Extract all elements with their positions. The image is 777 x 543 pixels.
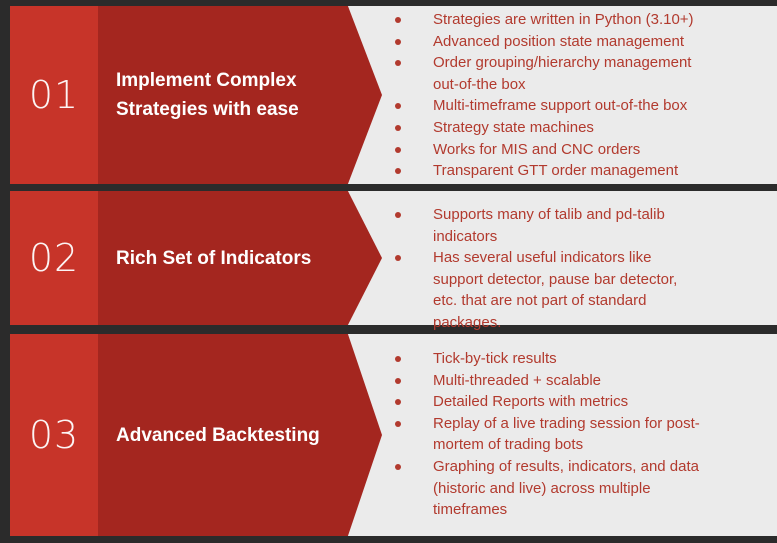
list-item: Detailed Reports with metrics — [395, 391, 705, 413]
list-item-text: Graphing of results, indicators, and dat… — [433, 457, 699, 519]
list-item: Graphing of results, indicators, and dat… — [395, 456, 705, 521]
list-item: Tick-by-tick results — [395, 348, 705, 370]
list-item: Order grouping/hierarchy management out-… — [395, 52, 705, 95]
feature-row-1: 01 Implement Complex Strategies with eas… — [10, 6, 777, 184]
list-item: Strategies are written in Python (3.10+) — [395, 9, 705, 31]
number-block-2: 02 — [10, 191, 98, 325]
bullet-icon — [395, 463, 401, 470]
list-item-text: Multi-threaded + scalable — [433, 371, 602, 389]
bullet-icon — [395, 420, 401, 427]
bullet-icon — [395, 168, 401, 175]
bullet-icon — [395, 255, 401, 262]
list-item-text: Multi-timeframe support out-of-the box — [433, 97, 688, 115]
list-item-text: Strategy state machines — [433, 118, 594, 136]
list-item-text: Tick-by-tick results — [433, 350, 557, 367]
list-item-text: Has several useful indicators like suppo… — [433, 249, 678, 331]
bullet-icon — [395, 212, 401, 218]
bullet-icon — [395, 146, 401, 153]
feature-title: Rich Set of Indicators — [116, 247, 312, 269]
chevron-banner-3: Advanced Backtesting — [98, 334, 382, 536]
list-item: Works for MIS and CNC orders — [395, 139, 705, 161]
number-block-1: 01 — [10, 6, 98, 184]
list-item: Advanced position state management — [395, 31, 705, 53]
bullet-icon — [395, 103, 401, 110]
list-item: Supports many of talib and pd-talib indi… — [395, 204, 705, 247]
bullet-icon — [395, 356, 401, 362]
list-item-text: Supports many of talib and pd-talib indi… — [433, 206, 665, 245]
list-item-text: Advanced position state management — [433, 32, 684, 50]
feature-title: Advanced Backtesting — [116, 424, 320, 446]
feature-panel-1 — [347, 6, 777, 184]
list-item-text: Order grouping/hierarchy management out-… — [433, 54, 692, 93]
chevron-banner-1: Implement Complex Strategies with ease — [98, 6, 382, 184]
feature-panel-2 — [347, 191, 777, 325]
number-block-3: 03 — [10, 334, 98, 536]
bullet-icon — [395, 399, 401, 406]
feature-number: 01 — [28, 73, 80, 117]
list-item: Multi-threaded + scalable — [395, 370, 705, 392]
list-item-text: Strategies are written in Python (3.10+) — [433, 11, 694, 28]
feature-title: Implement Complex Strategies with ease — [116, 70, 299, 120]
chevron-banner-2: Rich Set of Indicators — [98, 191, 382, 325]
feature-row-2: 02 Rich Set of Indicators Supports many … — [10, 191, 777, 331]
list-item: Transparent GTT order management — [395, 160, 705, 182]
feature-list-2: Supports many of talib and pd-talib indi… — [395, 204, 705, 334]
list-item-text: Works for MIS and CNC orders — [433, 140, 641, 158]
bullet-icon — [395, 17, 401, 23]
feature-list-3: Tick-by-tick results Multi-threaded + sc… — [395, 348, 705, 521]
bullet-icon — [395, 124, 401, 131]
bullet-icon — [395, 38, 401, 45]
list-item: Replay of a live trading session for pos… — [395, 413, 705, 456]
list-item: Has several useful indicators like suppo… — [395, 247, 705, 333]
feature-number: 03 — [28, 413, 80, 457]
feature-row-3: 03 Advanced Backtesting Tick-by-tick res… — [10, 334, 777, 536]
feature-list-1: Strategies are written in Python (3.10+)… — [395, 9, 705, 182]
list-item-text: Detailed Reports with metrics — [433, 393, 629, 411]
list-item-text: Transparent GTT order management — [433, 162, 679, 180]
feature-number: 02 — [28, 236, 80, 280]
list-item-text: Replay of a live trading session for pos… — [433, 414, 700, 454]
feature-panel-3 — [347, 334, 777, 536]
list-item: Strategy state machines — [395, 117, 705, 139]
bullet-icon — [395, 60, 401, 67]
list-item: Multi-timeframe support out-of-the box — [395, 95, 705, 117]
bullet-icon — [395, 377, 401, 384]
